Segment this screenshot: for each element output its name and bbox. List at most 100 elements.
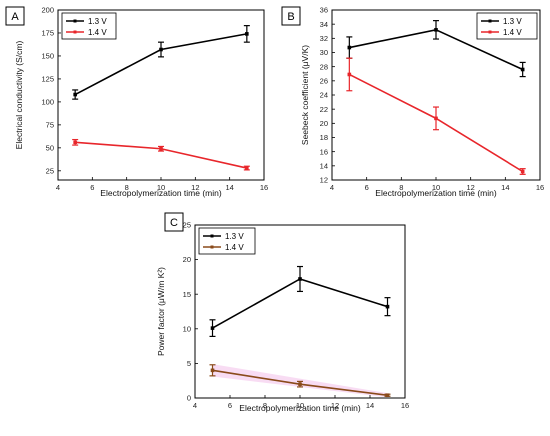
x-axis-label: Electropolymerization time (min) <box>100 188 222 198</box>
data-point <box>385 393 390 398</box>
x-tick-label: 14 <box>501 183 509 192</box>
y-tick-label: 20 <box>320 119 328 128</box>
x-axis-label: Electropolymerization time (min) <box>375 188 497 198</box>
legend-box <box>61 12 117 40</box>
y-tick-label: 125 <box>41 75 54 84</box>
y-tick-label: 0 <box>187 394 191 403</box>
data-point <box>245 32 249 36</box>
x-tick-label: 14 <box>366 401 374 410</box>
legend-label: 1.4 V <box>225 243 244 252</box>
x-tick-label: 10 <box>432 183 440 192</box>
data-point <box>159 146 163 151</box>
y-tick-label: 24 <box>320 91 328 100</box>
y-tick-label: 20 <box>183 255 191 264</box>
y-tick-label: 25 <box>183 221 191 230</box>
legend-label: 1.3 V <box>225 232 244 241</box>
legend-marker <box>210 234 214 238</box>
y-tick-label: 16 <box>320 147 328 156</box>
legend-label: 1.3 V <box>88 17 107 26</box>
series-14Vv <box>209 364 391 398</box>
y-tick-label: 25 <box>46 166 54 175</box>
y-tick-label: 14 <box>320 161 328 170</box>
x-tick-label: 12 <box>331 401 339 410</box>
y-tick-label: 12 <box>320 176 328 185</box>
y-tick-label: 150 <box>41 52 54 61</box>
y-axis-label: Power factor (μW/m K²) <box>156 267 166 356</box>
x-tick-label: 16 <box>260 183 268 192</box>
x-tick-label: 16 <box>536 183 544 192</box>
panel-label: C <box>170 217 178 229</box>
y-axis-label: Electrical conductivity (S/cm) <box>14 41 24 150</box>
x-tick-label: 16 <box>401 401 409 410</box>
data-point <box>73 92 77 97</box>
legend-marker <box>488 30 492 34</box>
data-point <box>210 368 215 373</box>
x-tick-label: 4 <box>330 183 334 192</box>
y-tick-label: 22 <box>320 105 328 114</box>
legend-marker <box>488 19 492 23</box>
legend-marker <box>210 245 214 249</box>
y-tick-label: 100 <box>41 97 54 106</box>
legend-label: 1.4 V <box>88 28 107 37</box>
y-tick-label: 50 <box>46 143 54 152</box>
x-tick-label: 14 <box>225 183 233 192</box>
x-tick-label: 8 <box>399 183 403 192</box>
y-tick-label: 36 <box>320 6 328 15</box>
x-tick-label: 6 <box>228 401 232 410</box>
panel-label-box <box>5 6 25 26</box>
x-tick-label: 12 <box>466 183 474 192</box>
y-tick-label: 30 <box>320 48 328 57</box>
data-point <box>73 140 77 145</box>
data-point <box>434 116 438 121</box>
y-tick-label: 28 <box>320 62 328 71</box>
data-point <box>210 326 215 330</box>
y-axis-label: Seebeck coefficient (μV/K) <box>300 45 310 145</box>
panel-label-box <box>164 212 184 232</box>
legend-label: 1.3 V <box>503 17 522 26</box>
x-tick-label: 6 <box>365 183 369 192</box>
x-tick-label: 4 <box>56 183 60 192</box>
data-point <box>347 45 352 50</box>
data-point <box>298 382 302 386</box>
x-tick-label: 10 <box>296 401 304 410</box>
legend-label: 1.4 V <box>503 28 522 37</box>
x-tick-label: 10 <box>157 183 165 192</box>
data-point <box>159 47 163 52</box>
y-tick-label: 32 <box>320 34 328 43</box>
legend-marker <box>73 30 77 34</box>
panel-label-box <box>281 6 301 26</box>
series-14Vv <box>72 138 250 171</box>
x-tick-label: 6 <box>90 183 94 192</box>
series-13Vv <box>209 265 391 338</box>
data-point <box>347 72 352 77</box>
x-tick-label: 8 <box>263 401 267 410</box>
legend-box <box>476 12 538 40</box>
panel-label: A <box>11 11 19 23</box>
x-tick-label: 8 <box>125 183 129 192</box>
data-point <box>298 277 302 281</box>
x-tick-label: 4 <box>193 401 197 410</box>
y-tick-label: 175 <box>41 29 54 38</box>
x-axis-label: Electropolymerization time (min) <box>239 403 361 413</box>
y-tick-label: 34 <box>320 20 328 29</box>
y-tick-label: 26 <box>320 76 328 85</box>
y-tick-label: 5 <box>187 359 191 368</box>
series-14Vv <box>346 57 526 175</box>
panel-c: C 4 6 8 10 12 14 16 0 5 10 15 20 25 Electropolymerizat… <box>156 212 409 413</box>
panel-b: B 4 6 8 10 12 14 16 12 14 16 18 20 22 24 26 28 30 32 34 36 El… <box>281 6 544 198</box>
data-point <box>520 169 525 174</box>
panel-a: A 4 6 8 10 12 14 16 25 50 75 100 125 150 175 200 Electro… <box>5 6 268 198</box>
series-13Vv <box>72 25 250 100</box>
x-tick-label: 12 <box>191 183 199 192</box>
data-point <box>385 304 390 309</box>
data-point <box>434 28 438 32</box>
y-tick-label: 18 <box>320 133 328 142</box>
legend-box <box>198 227 256 255</box>
legend-marker <box>73 19 77 23</box>
y-tick-label: 10 <box>183 324 191 333</box>
data-point <box>245 166 249 170</box>
y-tick-label: 15 <box>183 290 191 299</box>
data-point <box>520 67 525 72</box>
panel-label: B <box>287 11 294 23</box>
